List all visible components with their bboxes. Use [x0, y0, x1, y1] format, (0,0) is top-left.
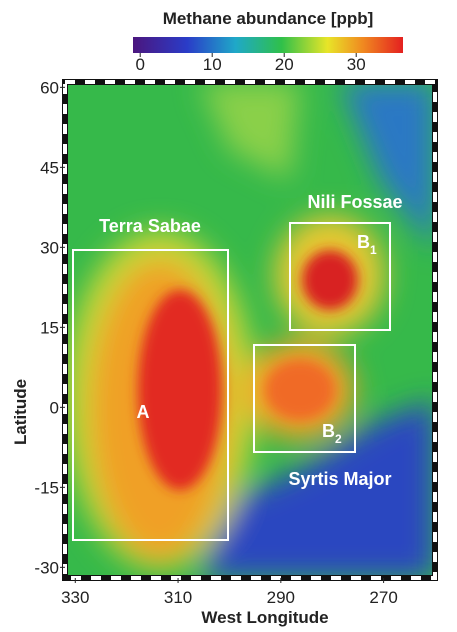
- page: Methane abundance [ppb] Terra Sabae Nili…: [0, 0, 457, 632]
- colorbar-tick-label: 10: [203, 55, 222, 74]
- y-tick-label: 15: [40, 318, 59, 337]
- y-tick-label: -30: [34, 558, 59, 577]
- box-label: A: [137, 402, 150, 422]
- box-subscript: 1: [370, 243, 377, 257]
- figure: Methane abundance [ppb] Terra Sabae Nili…: [0, 0, 457, 632]
- y-axis-label: Latitude: [11, 379, 30, 445]
- box-subscript: 2: [335, 432, 342, 446]
- region-label: Terra Sabae: [99, 216, 201, 236]
- colorbar-title: Methane abundance [ppb]: [163, 9, 374, 28]
- box-letter: B: [322, 421, 335, 441]
- colorbar-tick-label: 0: [135, 55, 144, 74]
- box-letter: B: [357, 232, 370, 252]
- region-label: Nili Fossae: [307, 192, 402, 212]
- region-label: Syrtis Major: [288, 469, 391, 489]
- x-tick-label: 330: [61, 588, 89, 607]
- y-tick-label: 0: [50, 398, 59, 417]
- colorbar: [133, 37, 403, 53]
- x-axis-label: West Longitude: [201, 608, 328, 627]
- y-tick-label: 60: [40, 78, 59, 97]
- x-tick-label: 270: [369, 588, 397, 607]
- x-tick-label: 290: [267, 588, 295, 607]
- y-tick-label: 45: [40, 158, 59, 177]
- colorbar-tick-label: 30: [347, 55, 366, 74]
- y-tick-label: -15: [34, 478, 59, 497]
- y-tick-label: 30: [40, 238, 59, 257]
- colorbar-tick-label: 20: [275, 55, 294, 74]
- x-tick-label: 310: [164, 588, 192, 607]
